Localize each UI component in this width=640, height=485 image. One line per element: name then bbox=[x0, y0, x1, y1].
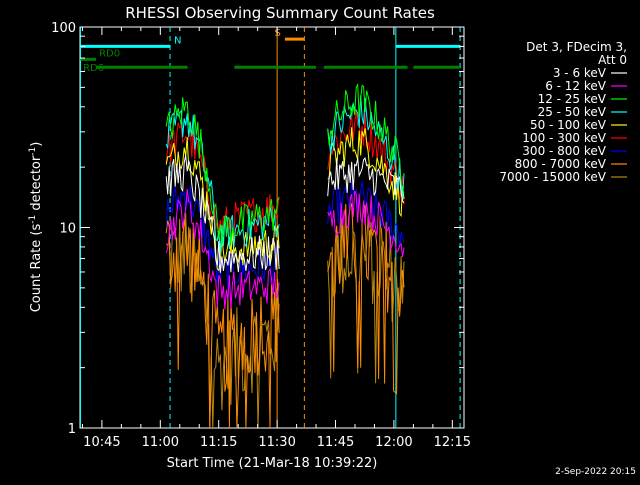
data-layer: N S RD0 RD6 bbox=[80, 27, 461, 429]
y-axis-label: Count Rate (s-1 detector-1) bbox=[28, 142, 44, 313]
x-tick-label: 11:30 bbox=[258, 435, 295, 450]
series-line bbox=[165, 217, 280, 429]
series-line bbox=[165, 188, 280, 310]
legend-label: 100 - 300 keV bbox=[522, 131, 606, 145]
legend-header-line2: Att 0 bbox=[598, 53, 627, 67]
x-tick-label: 10:45 bbox=[83, 435, 120, 450]
x-tick-label: 12:15 bbox=[434, 435, 471, 450]
x-axis-label: Start Time (21-Mar-18 10:39:22) bbox=[167, 456, 378, 471]
flag-label: N bbox=[174, 35, 181, 46]
axis-layer: 10:45 11:00 11:15 11:30 11:45 12:00 12:15 1 10 10… bbox=[51, 21, 471, 450]
legend-label: 25 - 50 keV bbox=[538, 105, 607, 119]
y-axis-label-c: ) bbox=[29, 142, 44, 147]
series-line bbox=[327, 157, 405, 204]
series-line bbox=[165, 97, 280, 247]
legend-label: 12 - 25 keV bbox=[538, 92, 607, 106]
y-tick-label: 1 bbox=[68, 422, 76, 437]
legend-label: 300 - 800 keV bbox=[522, 144, 606, 158]
legend-label: 7000 - 15000 keV bbox=[499, 170, 606, 184]
y-axis-label-b: detector bbox=[29, 155, 44, 215]
legend-label: 3 - 6 keV bbox=[553, 66, 607, 80]
y-axis-label-a: Count Rate (s bbox=[29, 224, 44, 313]
legend-label: 800 - 7000 keV bbox=[515, 157, 607, 171]
y-axis-label-sup1: -1 bbox=[28, 215, 38, 224]
series-line bbox=[327, 190, 405, 257]
flag-label: RD0 bbox=[99, 48, 120, 59]
x-tick-label: 11:45 bbox=[317, 435, 354, 450]
y-tick-label: 100 bbox=[51, 21, 76, 36]
x-tick-label: 12:00 bbox=[375, 435, 412, 450]
series-line bbox=[327, 203, 405, 395]
flag-label: S bbox=[275, 28, 281, 39]
footer-date: 2-Sep-2022 20:15 bbox=[555, 467, 636, 477]
series-line bbox=[327, 180, 405, 248]
plot-frame bbox=[79, 26, 465, 429]
legend-header-line1: Det 3, FDecim 3, bbox=[526, 40, 627, 54]
flag-label: RD6 bbox=[83, 63, 104, 74]
y-tick-label: 10 bbox=[59, 222, 76, 237]
chart-title: RHESSI Observing Summary Count Rates bbox=[125, 4, 435, 22]
series-line bbox=[327, 82, 405, 194]
y-axis-label-sup2: -1 bbox=[28, 147, 38, 156]
series-line bbox=[165, 122, 280, 239]
legend-label: 6 - 12 keV bbox=[545, 79, 607, 93]
legend-label: 50 - 100 keV bbox=[530, 118, 607, 132]
x-tick-label: 11:00 bbox=[142, 435, 179, 450]
x-tick-label: 11:15 bbox=[200, 435, 237, 450]
series-line bbox=[165, 155, 280, 273]
series-line bbox=[327, 127, 405, 218]
